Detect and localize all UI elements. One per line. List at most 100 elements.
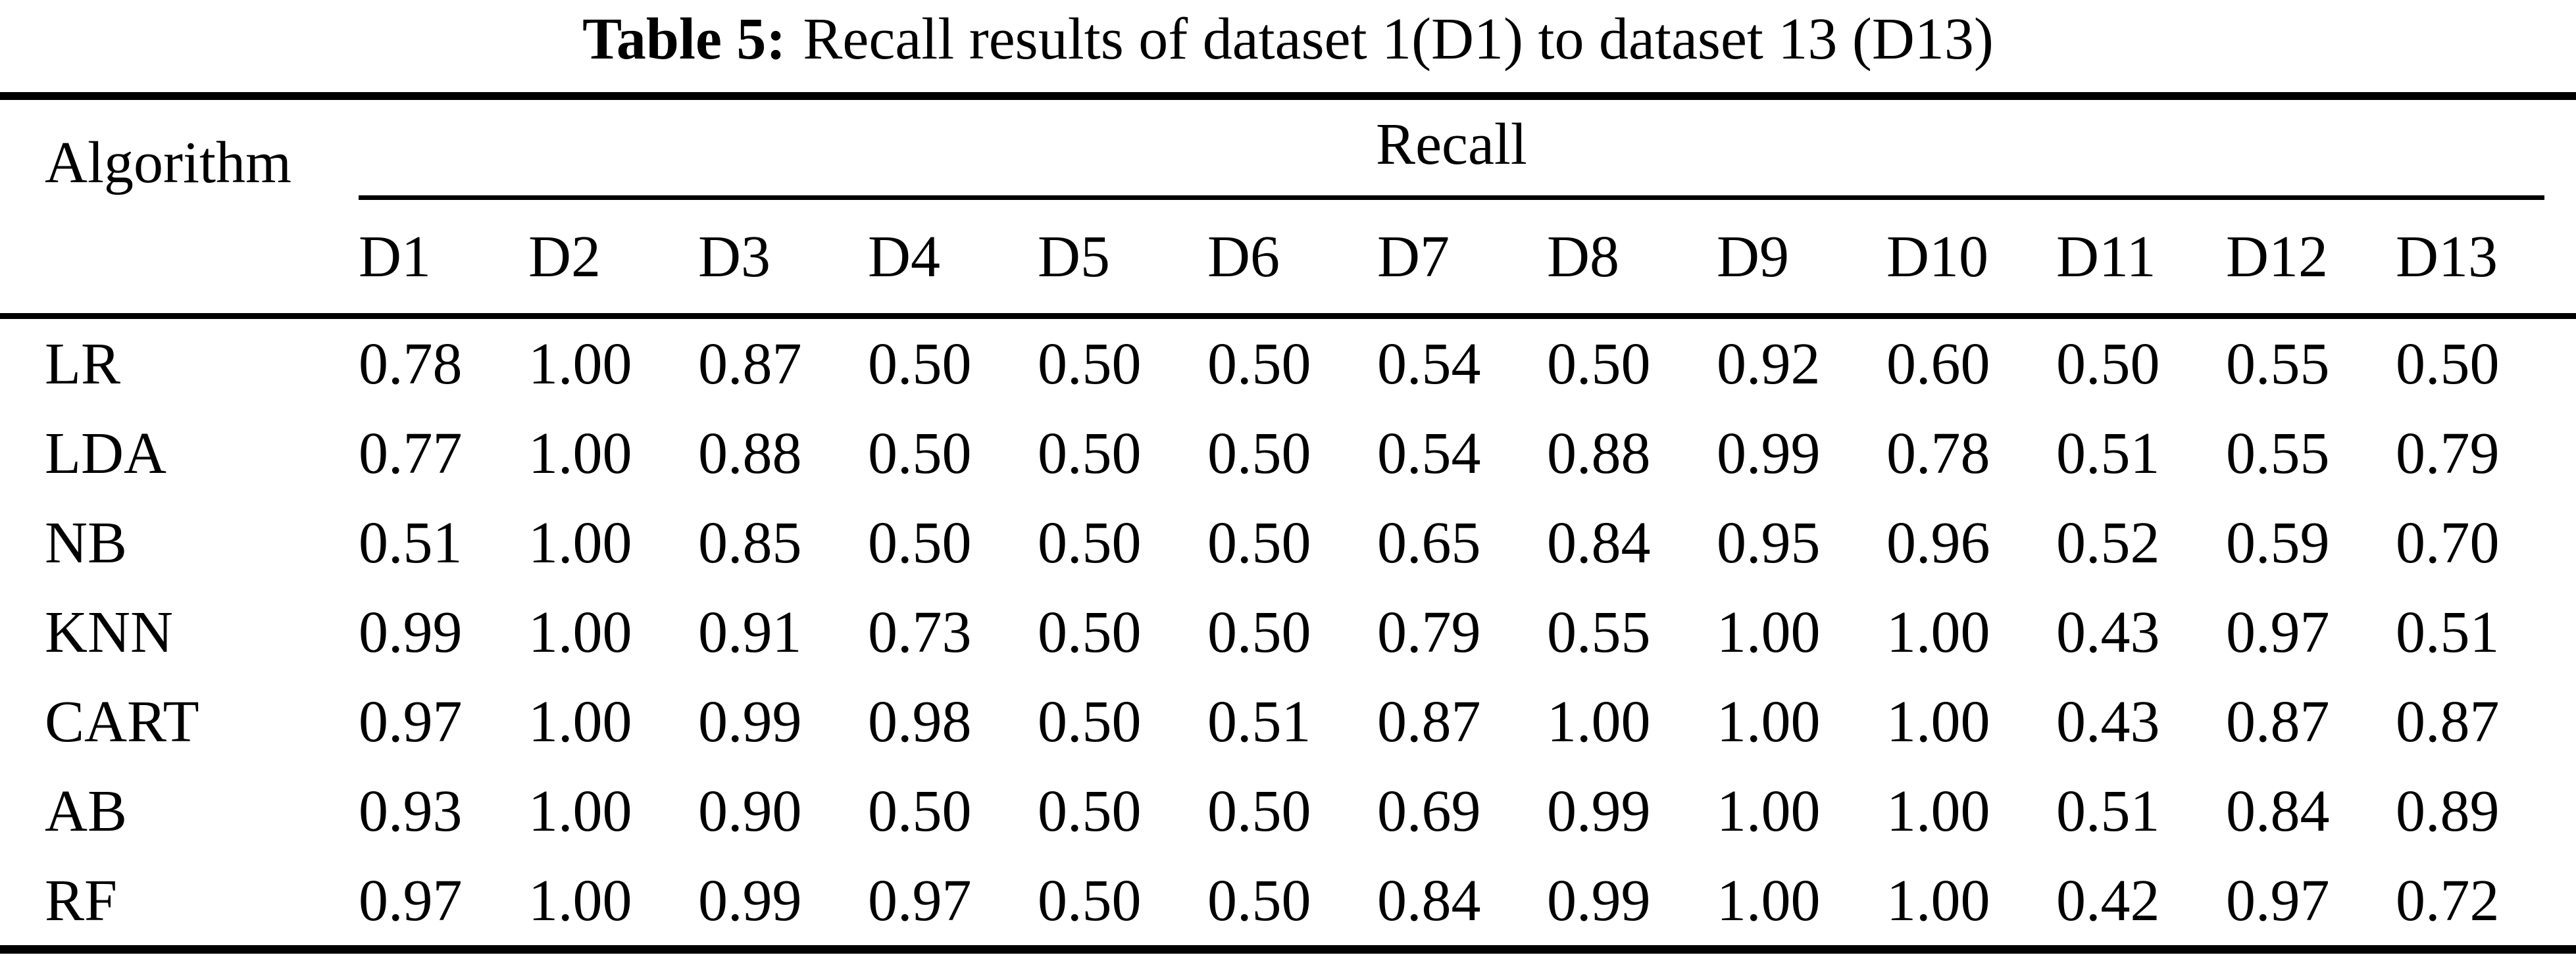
column-header-d8: D8: [1547, 200, 1717, 319]
recall-cell: 0.55: [2226, 420, 2330, 486]
group-header-recall: Recall: [359, 96, 2576, 200]
recall-cell: 0.95: [1717, 510, 1821, 575]
recall-cell: 0.89: [2396, 778, 2500, 844]
recall-cell: 0.51: [2396, 599, 2500, 665]
row-label-rf: RF: [45, 868, 118, 933]
row-label-knn: KNN: [45, 599, 173, 665]
table-row: CART 0.97 1.00 0.99 0.98 0.50 0.51 0.87 …: [0, 677, 2576, 766]
recall-cell: 0.50: [1207, 778, 1311, 844]
table-caption-label: Table 5:: [582, 7, 786, 72]
column-header-d6: D6: [1207, 200, 1377, 319]
recall-cell: 0.50: [1038, 778, 1142, 844]
row-label-nb: NB: [45, 510, 128, 575]
recall-cell: 0.50: [1038, 599, 1142, 665]
recall-cell: 0.87: [2396, 689, 2500, 754]
recall-cell: 0.99: [698, 868, 802, 933]
recall-cell: 1.00: [1886, 689, 1990, 754]
recall-cell: 1.00: [1547, 689, 1651, 754]
recall-cell: 0.50: [2056, 331, 2160, 397]
recall-cell: 0.99: [1547, 778, 1651, 844]
recall-cell: 0.97: [359, 689, 463, 754]
recall-cell: 0.84: [1377, 868, 1481, 933]
recall-cell: 0.87: [1377, 689, 1481, 754]
recall-cell: 0.72: [2396, 868, 2500, 933]
recall-cell: 0.51: [2056, 420, 2160, 486]
recall-cell: 0.51: [359, 510, 463, 575]
recall-cell: 0.88: [1547, 420, 1651, 486]
recall-cell: 0.43: [2056, 599, 2160, 665]
recall-cell: 0.50: [1038, 868, 1142, 933]
recall-cell: 0.50: [1038, 420, 1142, 486]
table-caption-text: Recall results of dataset 1(D1) to datas…: [803, 7, 1994, 72]
recall-cell: 1.00: [528, 868, 632, 933]
row-label-lr: LR: [45, 331, 121, 397]
recall-cell: 0.69: [1377, 778, 1481, 844]
recall-cell: 1.00: [528, 599, 632, 665]
column-header-row: D1 D2 D3 D4 D5 D6 D7 D8 D9 D10 D11 D12 D…: [0, 200, 2576, 319]
recall-cell: 0.50: [1207, 599, 1311, 665]
recall-cell: 0.42: [2056, 868, 2160, 933]
recall-cell: 0.92: [1717, 331, 1821, 397]
recall-cell: 0.96: [1886, 510, 1990, 575]
recall-cell: 0.52: [2056, 510, 2160, 575]
recall-cell: 1.00: [1886, 778, 1990, 844]
recall-cell: 0.59: [2226, 510, 2330, 575]
recall-cell: 0.50: [1207, 868, 1311, 933]
recall-cell: 0.84: [2226, 778, 2330, 844]
recall-cell: 0.87: [2226, 689, 2330, 754]
recall-cell: 0.93: [359, 778, 463, 844]
recall-cell: 0.78: [359, 331, 463, 397]
recall-cell: 0.84: [1547, 510, 1651, 575]
recall-cell: 0.50: [868, 420, 972, 486]
recall-cell: 0.50: [868, 331, 972, 397]
column-header-d5: D5: [1038, 200, 1207, 319]
row-label-cart: CART: [45, 689, 199, 754]
recall-cell: 0.55: [1547, 599, 1651, 665]
recall-table: Algorithm Recall D1 D2 D3 D4 D5 D6 D7 D8…: [0, 92, 2576, 954]
table-header: Algorithm Recall D1 D2 D3 D4 D5 D6 D7 D8…: [0, 96, 2576, 319]
recall-cell: 0.99: [1547, 868, 1651, 933]
recall-cell: 0.50: [1547, 331, 1651, 397]
recall-cell: 1.00: [528, 510, 632, 575]
table-row: KNN 0.99 1.00 0.91 0.73 0.50 0.50 0.79 0…: [0, 587, 2576, 677]
recall-cell: 0.50: [1207, 510, 1311, 575]
recall-cell: 0.97: [359, 868, 463, 933]
recall-cell: 0.50: [2396, 331, 2500, 397]
recall-cell: 1.00: [528, 778, 632, 844]
recall-cell: 0.54: [1377, 420, 1481, 486]
recall-cell: 0.70: [2396, 510, 2500, 575]
recall-cell: 0.88: [698, 420, 802, 486]
recall-cell: 1.00: [528, 420, 632, 486]
recall-cell: 0.79: [2396, 420, 2500, 486]
table-row: AB 0.93 1.00 0.90 0.50 0.50 0.50 0.69 0.…: [0, 766, 2576, 856]
recall-cell: 0.50: [1207, 420, 1311, 486]
recall-cell: 0.55: [2226, 331, 2330, 397]
recall-cell: 0.87: [698, 331, 802, 397]
column-header-d3: D3: [698, 200, 868, 319]
recall-cell: 0.54: [1377, 331, 1481, 397]
recall-cell: 0.50: [1038, 689, 1142, 754]
recall-cell: 0.97: [2226, 599, 2330, 665]
corner-header-algorithm: Algorithm: [0, 96, 359, 319]
recall-cell: 0.43: [2056, 689, 2160, 754]
table-body: LR 0.78 1.00 0.87 0.50 0.50 0.50 0.54 0.…: [0, 316, 2576, 950]
recall-cell: 0.97: [2226, 868, 2330, 933]
recall-cell: 1.00: [1717, 599, 1821, 665]
recall-cell: 0.50: [1207, 331, 1311, 397]
recall-cell: 0.65: [1377, 510, 1481, 575]
recall-cell: 0.50: [868, 510, 972, 575]
column-header-d13: D13: [2396, 200, 2576, 319]
recall-cell: 0.50: [1038, 510, 1142, 575]
recall-cell: 0.97: [868, 868, 972, 933]
table-row: RF 0.97 1.00 0.99 0.97 0.50 0.50 0.84 0.…: [0, 856, 2576, 950]
recall-cell: 1.00: [1717, 689, 1821, 754]
recall-cell: 0.51: [1207, 689, 1311, 754]
column-header-d7: D7: [1377, 200, 1547, 319]
row-label-ab: AB: [45, 778, 128, 844]
recall-cell: 1.00: [1717, 778, 1821, 844]
column-header-d12: D12: [2226, 200, 2396, 319]
table-row: NB 0.51 1.00 0.85 0.50 0.50 0.50 0.65 0.…: [0, 498, 2576, 587]
column-header-d9: D9: [1717, 200, 1886, 319]
recall-cell: 0.50: [1038, 331, 1142, 397]
